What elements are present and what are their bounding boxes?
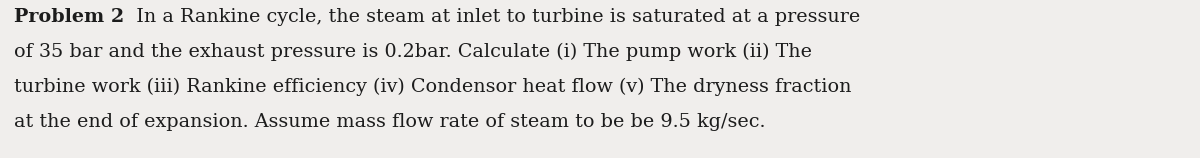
Text: turbine work (iii) Rankine efficiency (iv) Condensor heat flow (v) The dryness f: turbine work (iii) Rankine efficiency (i… [14, 78, 852, 96]
Text: at the end of expansion. Assume mass flow rate of steam to be be 9.5 kg/sec.: at the end of expansion. Assume mass flo… [14, 113, 766, 131]
Text: Problem 2: Problem 2 [14, 8, 125, 26]
Text: In a Rankine cycle, the steam at inlet to turbine is saturated at a pressure: In a Rankine cycle, the steam at inlet t… [125, 8, 860, 26]
Text: of 35 bar and the exhaust pressure is 0.2‎bar. Calculate (i) The pump work (ii) : of 35 bar and the exhaust pressure is 0.… [14, 43, 812, 61]
